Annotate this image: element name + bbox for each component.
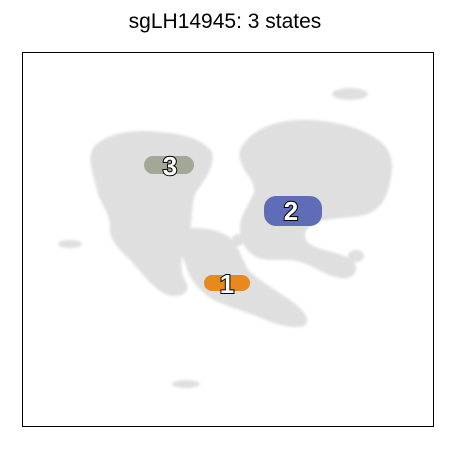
cluster-3: 3 xyxy=(144,150,194,182)
background-island-right xyxy=(348,250,364,262)
background-island-bottom xyxy=(172,380,200,388)
cluster-2: 2 xyxy=(264,195,322,227)
cluster-1-label: 1 xyxy=(220,269,234,299)
background-island-lowleft xyxy=(146,272,166,280)
cluster-3-label: 3 xyxy=(163,151,177,181)
cluster-2-label: 2 xyxy=(284,196,298,226)
background-island-mid xyxy=(232,234,244,246)
cluster-3-points xyxy=(144,156,194,174)
background-island-left xyxy=(58,240,82,248)
background-cells xyxy=(58,88,393,388)
cluster-1: 1 xyxy=(204,268,250,300)
chart-title: sgLH14945: 3 states xyxy=(128,10,322,33)
cluster-1-points xyxy=(204,275,250,291)
background-island-topright xyxy=(332,88,368,100)
cluster-2-points xyxy=(264,196,322,226)
